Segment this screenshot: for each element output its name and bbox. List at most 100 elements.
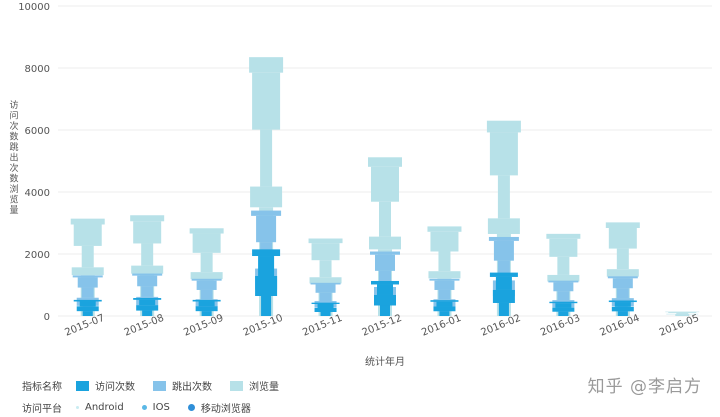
y-axis-title-char: 量 (9, 205, 18, 216)
x-tick-label: 2015-10 (242, 313, 285, 339)
pageviews-bar (428, 271, 461, 279)
visits-bar (255, 276, 278, 297)
pageviews-bar (250, 186, 283, 208)
legend-metric-title: 指标名称 (22, 382, 62, 393)
legend-dot-ios (141, 405, 147, 410)
pageviews-bar (668, 311, 697, 313)
bounces-bar (251, 210, 282, 216)
bounces-bar (553, 282, 574, 292)
visits-bar (380, 305, 390, 316)
y-axis-title-char: 访 (9, 100, 18, 111)
pageviews-bar (192, 233, 221, 253)
visits-bar (261, 296, 272, 316)
visits-bar (252, 249, 281, 257)
bounces-bar (557, 291, 570, 301)
legend-platforms: 访问平台 Android IOS 移动浏览器 (22, 400, 269, 415)
visits-bar (192, 299, 221, 302)
visits-bar (82, 311, 93, 316)
legend-item-ios[interactable]: IOS (141, 402, 170, 413)
visits-bar (436, 301, 453, 307)
bounces-bar (137, 275, 158, 287)
pageviews-bar (379, 201, 391, 237)
pageviews-bar (252, 72, 281, 130)
bounces-bar (548, 280, 579, 283)
visits-bar (430, 300, 459, 302)
pageviews-bar (311, 243, 340, 261)
pageviews-bar (130, 215, 165, 222)
legend-item-android[interactable]: Android (76, 402, 124, 413)
visits-bar (617, 311, 628, 316)
legend-swatch-pageviews (230, 380, 243, 391)
legend-item-mobile-browser[interactable]: 移动浏览器 (187, 400, 251, 415)
visits-bar (433, 306, 456, 312)
y-tick-label: 10000 (18, 2, 50, 13)
y-tick-label: 2000 (25, 250, 50, 261)
bounces-bar (81, 287, 94, 298)
pageviews-bar (319, 260, 332, 278)
pageviews-bar (427, 226, 462, 232)
bounces-bar (607, 276, 638, 279)
legend-item-visits[interactable]: 访问次数 (76, 378, 135, 393)
bounces-bar (493, 240, 514, 261)
bounces-bar (141, 286, 154, 297)
bounces-bar (256, 215, 277, 243)
pageviews-bar (309, 277, 342, 284)
legend-label-mobile-browser: 移动浏览器 (200, 404, 251, 415)
pageviews-bar (606, 269, 639, 277)
bounces-bar (434, 280, 455, 290)
visits-bar (498, 302, 509, 316)
legend-label-visits: 访问次数 (95, 382, 135, 393)
visits-bar (614, 302, 631, 307)
legend-label-bounces: 跳出次数 (172, 382, 212, 393)
pageviews-bar (665, 311, 700, 313)
bounces-bar (429, 278, 460, 281)
visits-bar (492, 289, 515, 303)
x-tick-label: 2015-12 (361, 313, 404, 339)
bounces-bar (196, 280, 217, 290)
bounces-bar (77, 277, 98, 288)
visits-bar (258, 256, 275, 277)
y-axis-title-char: 跳 (9, 141, 18, 153)
bounces-bar (191, 278, 222, 281)
pageviews-bar (489, 132, 518, 176)
pageviews-bar (73, 224, 102, 246)
pageviews-bar (608, 227, 637, 249)
legend-dot-mobile-browser (187, 404, 195, 411)
bounces-bar (438, 289, 451, 300)
visits-bar (374, 294, 396, 306)
legend-swatch-bounces (153, 380, 166, 391)
legend-item-pageviews[interactable]: 浏览量 (230, 378, 279, 393)
visits-bar (79, 301, 96, 307)
pageviews-bar (438, 251, 451, 272)
pageviews-bar (676, 312, 689, 314)
pageviews-bar (260, 129, 273, 187)
pageviews-bar (557, 256, 570, 275)
visits-bar (311, 302, 340, 305)
x-tick-label: 2016-02 (480, 313, 523, 339)
visits-bar (142, 310, 153, 316)
visits-bar (133, 298, 162, 300)
pageviews-bar (487, 218, 520, 234)
bounces-bar (132, 273, 163, 276)
visits-bar (489, 272, 518, 277)
bounces-bar (616, 288, 629, 299)
bounces-bar (315, 284, 336, 293)
visits-bar (552, 307, 575, 312)
visits-bar (439, 311, 450, 316)
pageviews-bar (666, 313, 699, 315)
legend-label-ios: IOS (152, 402, 170, 413)
pageviews-bar (675, 314, 690, 316)
y-axis-title-char: 出 (9, 152, 18, 164)
legend-item-bounces[interactable]: 跳出次数 (153, 378, 212, 393)
visits-bar (555, 303, 572, 308)
y-tick-label: 4000 (25, 188, 50, 199)
x-tick-label: 2015-08 (123, 313, 166, 339)
bounces-bar (612, 278, 633, 289)
visits-bar (139, 299, 156, 306)
pageviews-bar (546, 233, 581, 239)
x-tick-label: 2015-07 (63, 313, 106, 339)
pageviews-bar (189, 228, 224, 234)
pageviews-bar (549, 238, 578, 257)
pageviews-bar (369, 236, 401, 250)
x-tick-label: 2015-09 (182, 313, 225, 339)
